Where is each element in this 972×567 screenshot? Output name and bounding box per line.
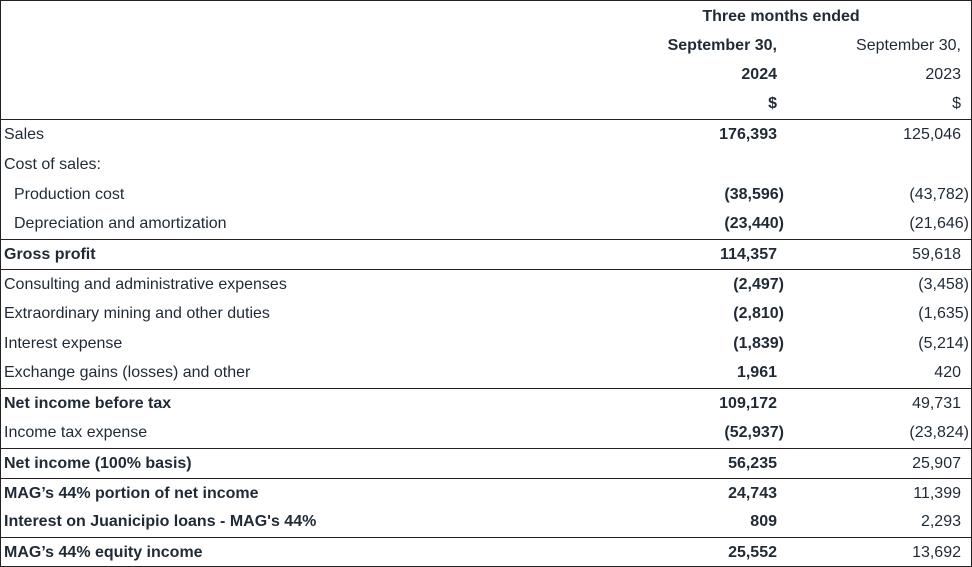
row-label: Income tax expense [4, 423, 148, 441]
current-period-value: 109,172 [719, 395, 777, 413]
prior-period-value: 11,399 [913, 484, 961, 502]
prior-period-value: 13,692 [912, 544, 961, 562]
row-label: Gross profit [4, 246, 96, 264]
table-header: Three months ended September 30, 2024 $ … [1, 1, 971, 120]
current-period-value: 25,552 [728, 544, 777, 562]
row-label: Net income before tax [4, 395, 172, 413]
row-label: Depreciation and amortization [14, 215, 227, 233]
prior-period-year: 2023 [925, 66, 961, 83]
table-row: MAG’s 44% portion of net income 24,743 11,… [1, 477, 971, 508]
prior-period-value: 25,907 [912, 454, 961, 472]
prior-period-value: 59,618 [912, 246, 961, 264]
row-label: Net income (100% basis) [4, 454, 192, 472]
prior-period-value: 125,046 [903, 126, 961, 143]
table-row: Interest expense (1,839) (5,214) [1, 329, 971, 359]
current-period-unit: $ [768, 95, 777, 112]
period-title: Three months ended [702, 8, 860, 25]
current-period-value: (23,440) [724, 215, 784, 233]
table-row: Cost of sales: [1, 150, 971, 180]
current-period-value: (1,839) [733, 334, 784, 352]
table-row: Extraordinary mining and other duties (2,… [1, 299, 971, 329]
prior-period-value: (21,646) [909, 215, 969, 233]
current-period-date: September 30, [667, 37, 777, 54]
row-label: MAG’s 44% portion of net income [4, 484, 259, 502]
current-period-value: 1,961 [736, 364, 777, 382]
table-row: MAG’s 44% equity income 25,552 13,692 [1, 537, 971, 567]
current-period-value: (52,937) [724, 423, 784, 441]
current-period-value: 176,393 [719, 126, 777, 143]
prior-period-value: (3,458) [918, 275, 969, 293]
row-label: Extraordinary mining and other duties [4, 304, 270, 322]
row-label: Interest expense [4, 334, 123, 352]
table-row: Exchange gains (losses) and other 1,961 42… [1, 358, 971, 388]
current-period-value: (38,596) [724, 185, 784, 203]
row-label: Sales [4, 126, 45, 143]
table-row: Gross profit 114,357 59,618 [1, 239, 971, 269]
row-label: Consulting and administrative expenses [4, 275, 287, 293]
row-label: Exchange gains (losses) and other [4, 364, 251, 382]
prior-period-value: 2,293 [920, 513, 961, 531]
table-row: Production cost (38,596) (43,782) [1, 180, 971, 210]
row-label: Cost of sales: [4, 155, 101, 173]
table-row: Interest on Juanicipio loans - MAG's 44%… [1, 507, 971, 537]
table-row: Consulting and administrative expenses (2… [1, 268, 971, 299]
current-period-value: 24,743 [728, 484, 777, 502]
table-body: Sales 176,393 125,046 Cost of sales: Product… [1, 120, 971, 567]
table-row: Net income (100% basis) 56,235 25,907 [1, 447, 971, 478]
prior-period-value: (23,824) [909, 423, 969, 441]
prior-period-date: September 30, [856, 37, 961, 54]
prior-period-value: (5,214) [918, 334, 969, 352]
current-period-year: 2024 [741, 66, 777, 83]
table-row: Income tax expense (52,937) (23,824) [1, 418, 971, 448]
current-period-value: 114,357 [720, 246, 777, 264]
current-period-value: (2,810) [733, 304, 784, 322]
prior-period-unit: $ [952, 95, 961, 112]
table-row: Net income before tax 109,172 49,731 [1, 388, 971, 418]
row-label: MAG’s 44% equity income [4, 544, 203, 562]
table-row: Depreciation and amortization (23,440) (21… [1, 209, 971, 239]
prior-period-value: (43,782) [909, 185, 969, 203]
current-period-value: 809 [750, 513, 777, 531]
current-period-value: (2,497) [733, 275, 784, 293]
prior-period-value: 49,731 [912, 395, 961, 413]
current-period-value: 56,235 [728, 454, 777, 472]
prior-period-value: (1,635) [918, 304, 969, 322]
prior-period-value: 420 [934, 364, 961, 382]
table-row: Sales 176,393 125,046 [1, 120, 971, 150]
row-label: Production cost [14, 185, 125, 203]
row-label: Interest on Juanicipio loans - MAG's 44% [4, 513, 317, 531]
